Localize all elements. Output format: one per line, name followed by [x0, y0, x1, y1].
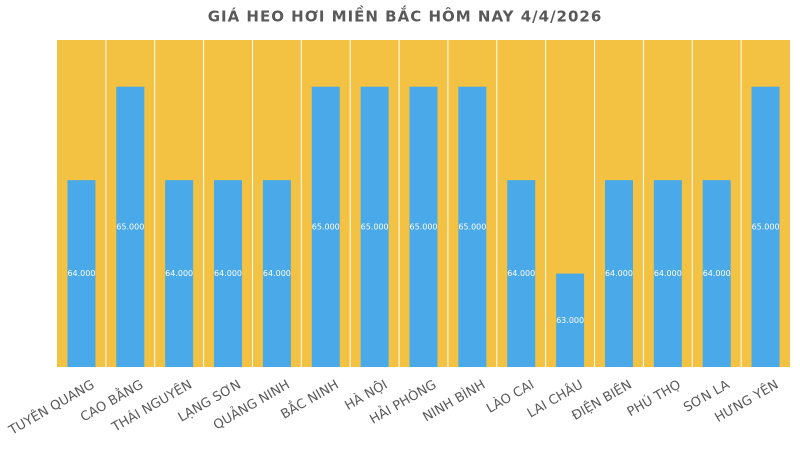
bar [214, 180, 243, 367]
value-label: 64.000 [67, 269, 95, 278]
bar [702, 180, 731, 367]
value-label: 64.000 [605, 269, 633, 278]
bar [165, 180, 194, 367]
bar [458, 86, 487, 367]
bar [556, 273, 585, 367]
value-label: 64.000 [165, 269, 193, 278]
value-label: 65.000 [458, 222, 486, 231]
value-label: 65.000 [752, 222, 780, 231]
value-label: 65.000 [410, 222, 438, 231]
bar [311, 86, 340, 367]
x-tick-label: THÁI NGUYÊN [108, 377, 195, 436]
x-tick-label: TUYÊN QUANG [5, 377, 97, 439]
x-tick-label: PHÚ THỌ [624, 377, 683, 420]
bar [116, 86, 145, 367]
chart-title: GIÁ HEO HƠI MIỀN BẮC HÔM NAY 4/4/2026 [208, 5, 603, 26]
bar [604, 180, 633, 367]
value-label: 65.000 [312, 222, 340, 231]
bar [751, 86, 780, 367]
value-label: 64.000 [214, 269, 242, 278]
value-label: 64.000 [507, 269, 535, 278]
bar [507, 180, 536, 367]
value-label: 64.000 [703, 269, 731, 278]
bar [653, 180, 682, 367]
value-label: 64.000 [654, 269, 682, 278]
bar [67, 180, 96, 367]
bar [360, 86, 389, 367]
value-label: 65.000 [361, 222, 389, 231]
value-label: 63.000 [556, 316, 584, 325]
value-label: 65.000 [116, 222, 144, 231]
value-label: 64.000 [263, 269, 291, 278]
bar [262, 180, 291, 367]
bar [409, 86, 438, 367]
